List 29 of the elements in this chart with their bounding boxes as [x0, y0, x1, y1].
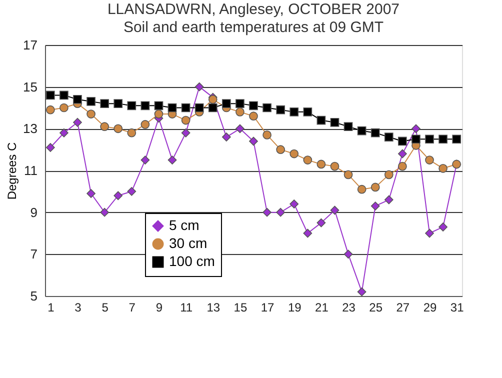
y-tick-label: 13	[23, 121, 38, 136]
x-tick-label: 23	[342, 300, 356, 314]
chart-subtitle: Soil and earth temperatures at 09 GMT	[123, 19, 384, 36]
x-tick-label: 27	[396, 300, 410, 314]
x-tick-label: 19	[288, 300, 302, 314]
x-tick-label: 29	[423, 300, 437, 314]
x-tick-label: 15	[234, 300, 248, 314]
y-axis-title: Degrees C	[5, 142, 20, 200]
y-tick-label: 17	[23, 38, 38, 52]
y-tick-label: 15	[23, 79, 38, 94]
x-tick-label: 9	[156, 300, 163, 314]
y-tick-label: 9	[30, 204, 38, 220]
y-tick-label: 7	[30, 246, 38, 262]
x-tick-label: 5	[102, 300, 109, 314]
x-tick-label: 25	[369, 300, 383, 314]
x-tick-label: 7	[128, 300, 136, 314]
x-tick-label: 11	[180, 300, 193, 314]
x-tick-label: 31	[450, 300, 464, 314]
x-tick-label: 17	[260, 300, 275, 314]
chart-title: LLANSADWRN, Anglesey, OCTOBER 2007	[107, 1, 400, 18]
x-tick-label: 3	[74, 300, 82, 314]
legend-label: 30 cm	[169, 235, 208, 251]
x-tick-label: 13	[206, 300, 220, 314]
x-tick-label: 21	[315, 300, 329, 314]
legend-label: 100 cm	[169, 253, 215, 269]
y-tick-label: 11	[24, 163, 38, 178]
x-tick-label: 1	[48, 300, 55, 314]
legend-label: 5 cm	[169, 217, 200, 233]
y-tick-label: 5	[30, 288, 38, 304]
